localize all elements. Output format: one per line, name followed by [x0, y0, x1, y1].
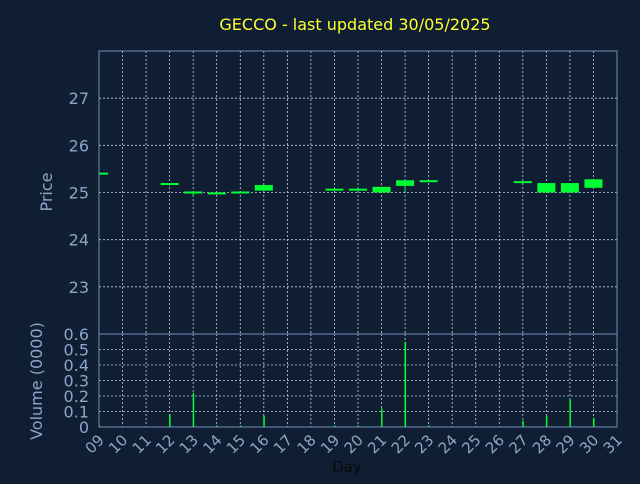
volume-bar [404, 341, 407, 427]
x-axis-label: Day [332, 458, 362, 476]
volume-y-tick-label: 0.4 [64, 356, 89, 375]
volume-bar [522, 420, 524, 427]
volume-bar [192, 392, 195, 427]
candle-body [584, 179, 603, 188]
candle-body [325, 188, 344, 191]
volume-bar [569, 399, 571, 427]
price-y-tick-label: 24 [69, 231, 89, 250]
volume-bar [263, 416, 265, 427]
volume-bar [239, 425, 242, 427]
candle-body [396, 180, 415, 186]
volume-axis-label: Volume (0000) [27, 322, 46, 440]
volume-bar [216, 425, 218, 427]
volume-bar [592, 417, 595, 427]
candle-body [349, 188, 367, 191]
price-y-tick-label: 27 [69, 89, 89, 108]
volume-bar [169, 414, 171, 427]
price-y-tick-labels: 23 24 25 26 27 [69, 89, 89, 297]
price-y-tick-label: 26 [69, 136, 89, 155]
candle-body [184, 191, 203, 194]
volume-panel-frame [98, 333, 618, 428]
volume-y-tick-label: 0.3 [64, 372, 89, 391]
volume-bar [333, 425, 336, 427]
volume-bar [428, 425, 430, 427]
candle-body [419, 180, 438, 183]
price-candles [98, 172, 603, 197]
candle-body [254, 184, 273, 191]
candle-body [560, 183, 579, 193]
candle-body [207, 192, 226, 195]
price-y-tick-label: 25 [69, 184, 89, 203]
candle-body [99, 172, 108, 175]
candle-body [160, 183, 179, 186]
candle-body [513, 181, 532, 184]
volume-y-tick-label: 0.5 [64, 341, 89, 360]
volume-bar [545, 416, 548, 427]
x-tick-labels: 0910111213141516171819202122232425262728… [82, 431, 626, 457]
price-axis-label: Price [37, 172, 56, 211]
chart-title: GECCO - last updated 30/05/2025 [219, 15, 490, 34]
volume-bar [381, 408, 383, 427]
volume-bars [98, 341, 595, 427]
volume-y-tick-labels: 00.10.20.30.40.50.6 [64, 325, 89, 437]
price-y-tick-label: 23 [69, 278, 89, 297]
volume-bar [357, 425, 359, 427]
candle-body [231, 191, 250, 194]
candle-body [372, 186, 391, 193]
volume-y-tick-label: 0.6 [64, 325, 89, 344]
volume-y-tick-label: 0.2 [64, 387, 89, 406]
candle-body [537, 183, 556, 193]
volume-y-tick-label: 0.1 [64, 403, 89, 422]
volume-y-tick-label: 0 [79, 418, 89, 437]
